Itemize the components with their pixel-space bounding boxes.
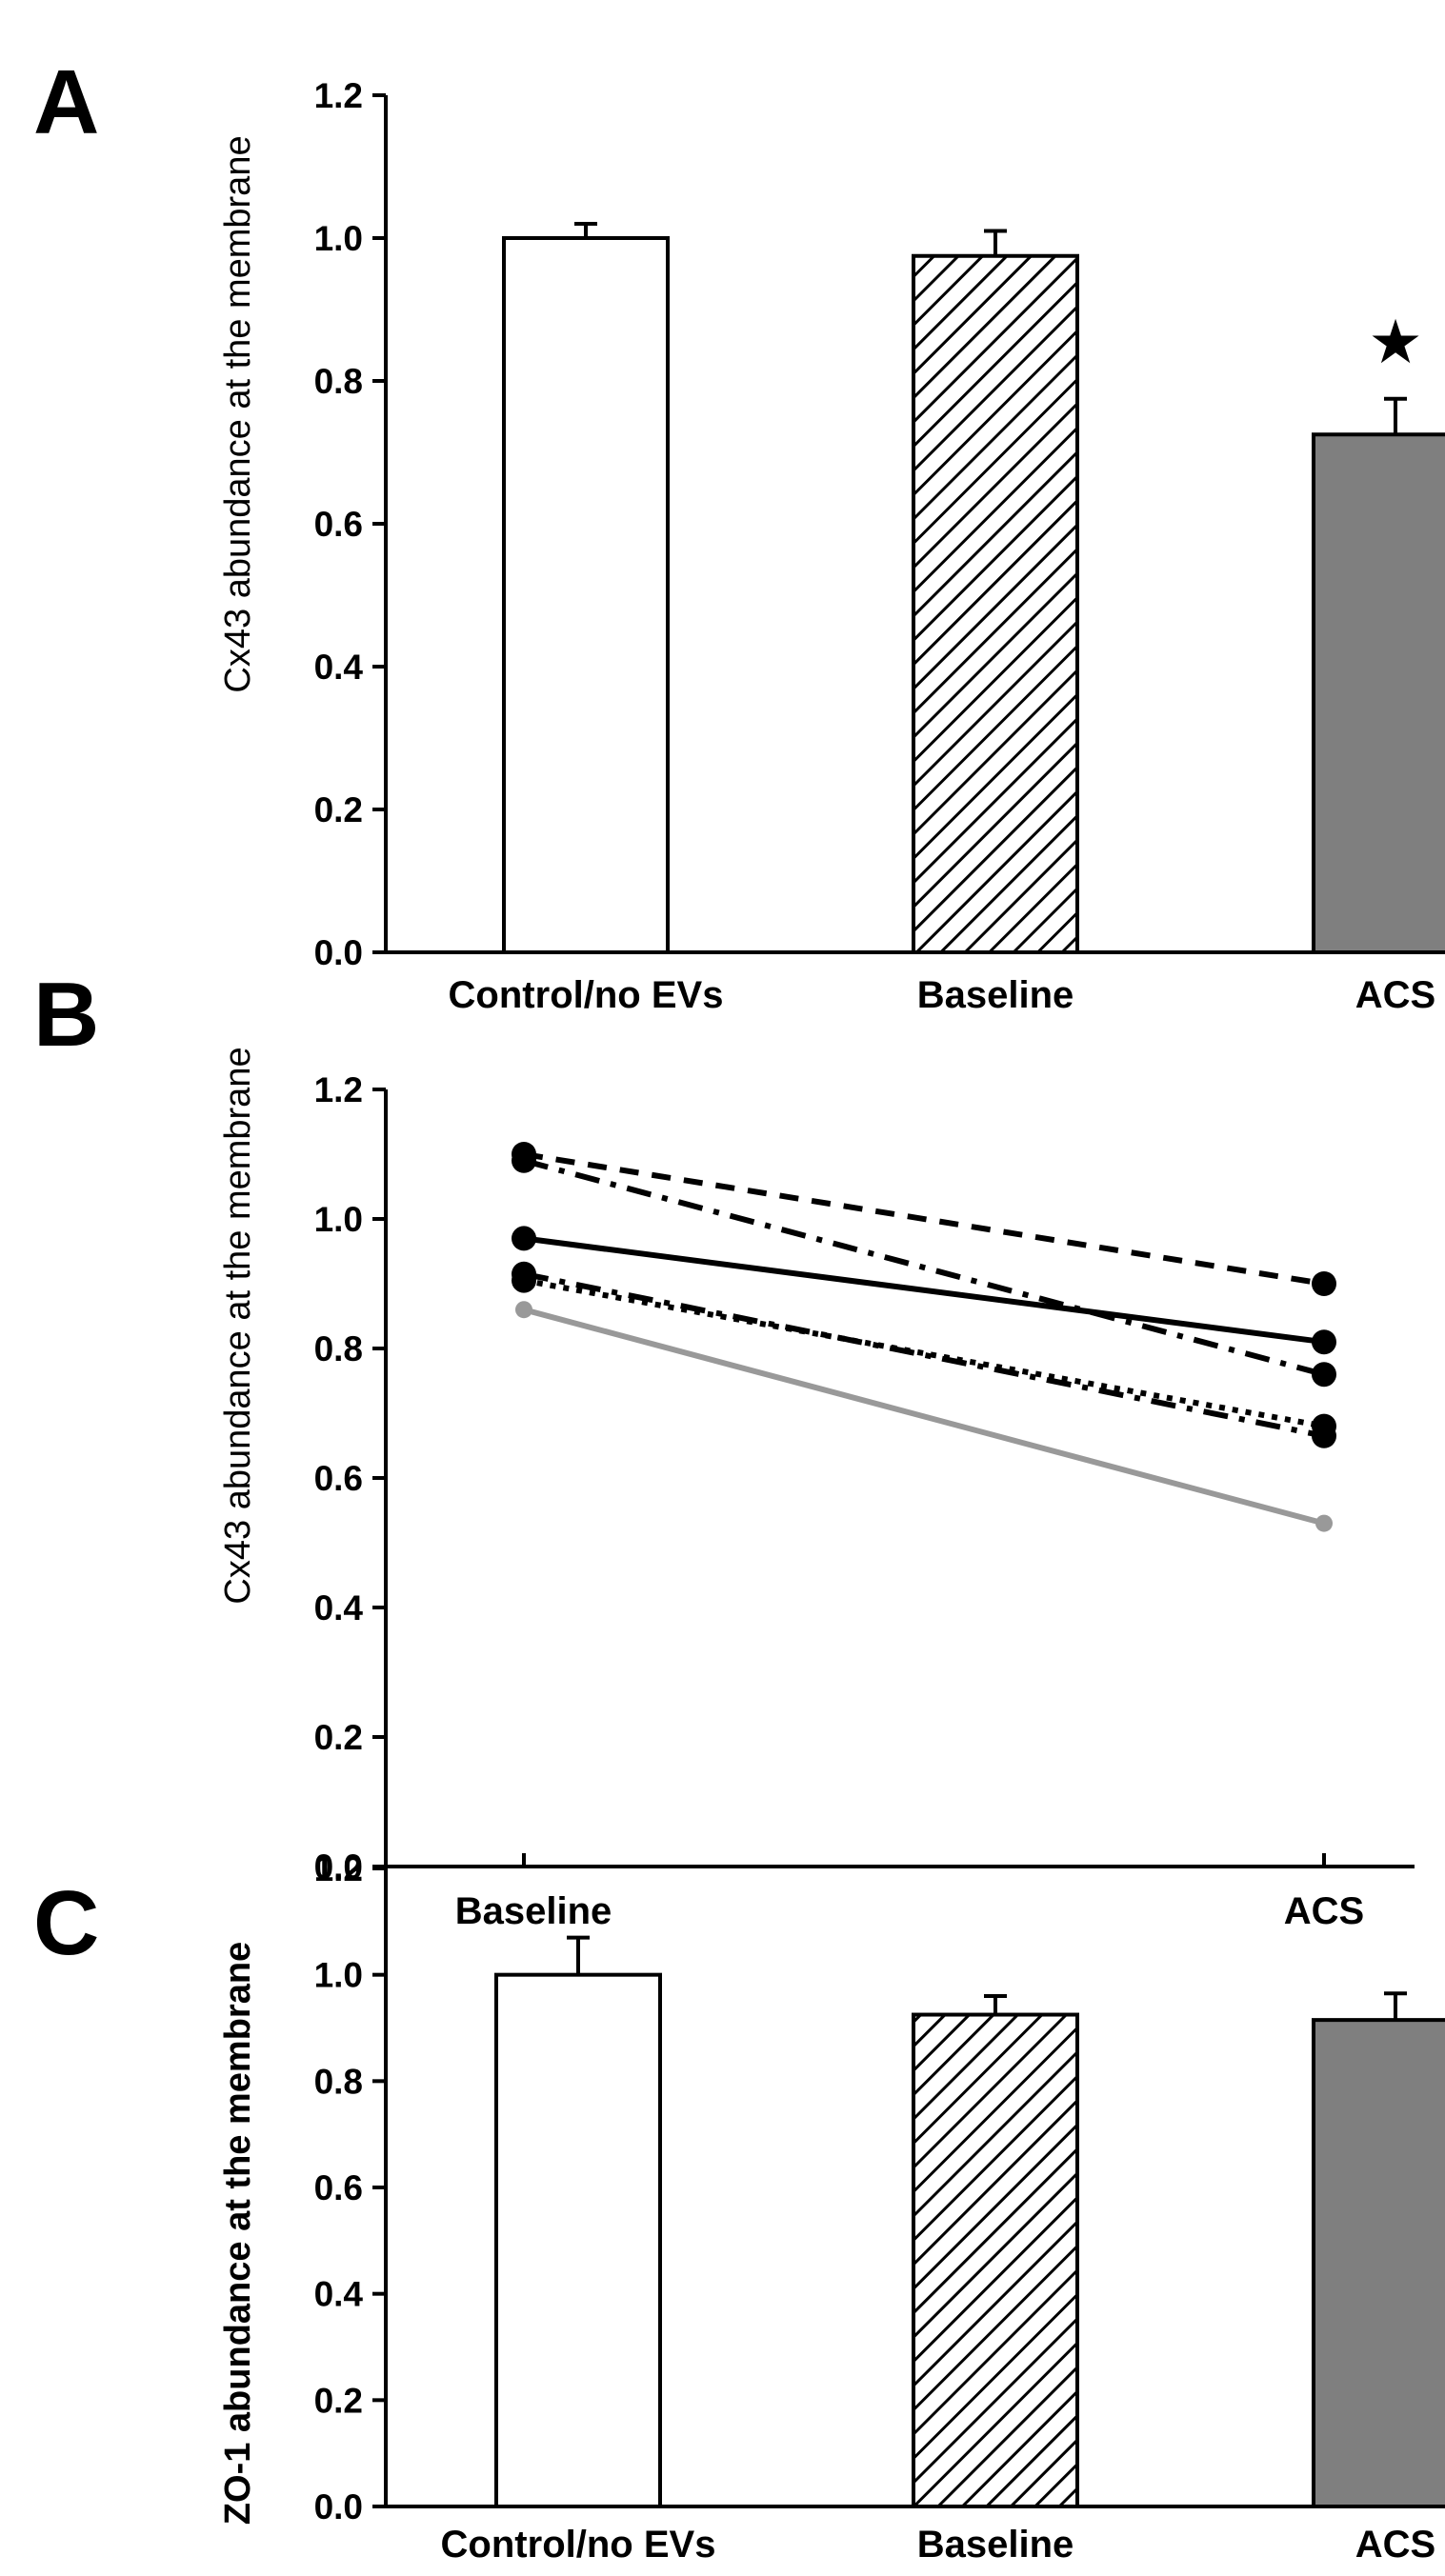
panel-b-series-line-pair-6 [523, 1307, 1325, 1527]
panel-b-point-pair-5 [1312, 1413, 1336, 1439]
panel-c-y-tick-label: 1.0 [314, 1956, 363, 1995]
panel-a-letter: A [33, 51, 99, 153]
panel-c-category-label: ACS [1355, 2524, 1435, 2566]
panel-a-chart: A Cx43 abundance at the membrane 0.0 0.2 0… [33, 51, 1445, 1016]
panel-c-bar [912, 2012, 1079, 2509]
panel-b-point-pair-3 [512, 1226, 536, 1251]
panel-a-bar [502, 236, 670, 954]
panel-c-category-label: Control/no EVs [441, 2524, 716, 2566]
panel-b-y-tick-label: 0.8 [314, 1329, 363, 1368]
panel-b-point-pair-5 [512, 1268, 536, 1293]
panel-a-category-label: Control/no EVs [449, 974, 724, 1016]
panel-c-bar [494, 1972, 662, 2509]
panel-b-y-tick-label: 0.0 [314, 1847, 363, 1887]
panel-b-category-label: Baseline [455, 1890, 612, 1932]
panel-b-letter: B [33, 964, 99, 1066]
panel-b-point-pair-6 [515, 1301, 532, 1319]
panel-b-series-line-pair-2 [523, 1157, 1325, 1378]
panel-b-point-pair-6 [1315, 1514, 1333, 1532]
panel-a-bar [1312, 432, 1445, 954]
panel-c-y-tick-label: 1.2 [314, 1849, 363, 1888]
panel-b-category-label: ACS [1284, 1890, 1364, 1932]
panel-b-point-pair-2 [512, 1148, 536, 1173]
panel-b-series-line-pair-1 [523, 1151, 1325, 1287]
panel-c-chart: C ZO-1 abundance at the membrane 0.0 0.2 0… [33, 1849, 1445, 2566]
panel-c-y-tick-label: 0.6 [314, 2168, 363, 2207]
panel-a-y-tick-label: 0.2 [314, 790, 363, 829]
panel-a-y-tick-label: 0.0 [314, 933, 363, 972]
panel-a-y-tick-label: 0.8 [314, 362, 363, 401]
panel-a-y-tick-label: 0.4 [314, 648, 364, 687]
panel-b-series-line-pair-3 [523, 1235, 1325, 1346]
panel-b-point-pair-2 [1312, 1362, 1336, 1388]
panel-a-bar [912, 253, 1079, 954]
panel-a-y-tick-label: 1.0 [314, 219, 363, 258]
panel-b-y-axis-title: Cx43 abundance at the membrane [218, 1047, 258, 1604]
panel-a-y-axis-title: Cx43 abundance at the membrane [218, 135, 258, 692]
panel-b-chart: B Cx43 abundance at the membrane 0.0 0.2 0… [33, 964, 1415, 1932]
panel-b-point-pair-3 [1312, 1329, 1336, 1355]
panel-a-category-label: ACS [1355, 974, 1435, 1016]
panel-c-category-label: Baseline [917, 2524, 1074, 2566]
panel-b-y-tick-label: 1.0 [314, 1200, 363, 1239]
panel-c-y-axis-title: ZO-1 abundance at the membrane [218, 1942, 258, 2525]
panel-b-y-tick-label: 1.2 [314, 1070, 363, 1109]
panel-a-significance-star: ★ [1368, 308, 1422, 378]
panel-b-series-line-pair-4 [523, 1270, 1325, 1439]
panel-b-series-line-pair-5 [523, 1277, 1325, 1429]
panel-c-y-tick-label: 0.8 [314, 2062, 363, 2101]
panel-c-y-tick-label: 0.2 [314, 2381, 363, 2420]
panel-b-point-pair-1 [1312, 1271, 1336, 1296]
panel-c-y-tick-label: 0.4 [314, 2275, 364, 2314]
panel-b-y-tick-label: 0.6 [314, 1459, 363, 1498]
panel-a-y-tick-label: 0.6 [314, 505, 363, 544]
panel-a-y-tick-label: 1.2 [314, 76, 363, 115]
panel-c-bar [1312, 2018, 1445, 2508]
panel-b-y-tick-label: 0.2 [314, 1718, 363, 1757]
panel-a-category-label: Baseline [917, 974, 1074, 1016]
panel-c-y-tick-label: 0.0 [314, 2487, 363, 2526]
panel-b-y-tick-label: 0.4 [314, 1588, 364, 1627]
panel-c-letter: C [33, 1872, 99, 1974]
